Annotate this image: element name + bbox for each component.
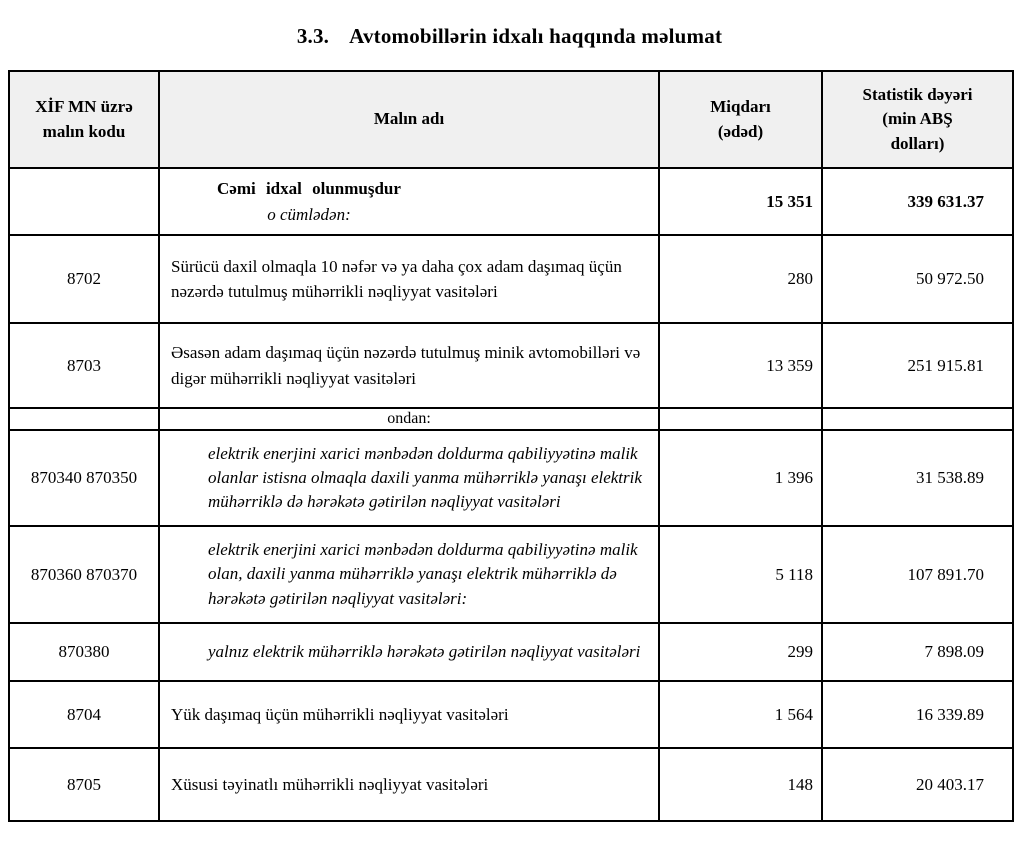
code-cell: [8, 167, 160, 236]
statistic-value-cell: [821, 407, 1014, 431]
code-cell: 870340 870350: [8, 429, 160, 527]
code-cell: 870360 870370: [8, 525, 160, 624]
quantity-cell: 1 396: [658, 429, 823, 527]
table-row: 8704 Yük daşımaq üçün mühərrikli nəqliyya…: [8, 680, 1014, 749]
page-title: 3.3. Avtomobillərin idxalı haqqında məlum…: [0, 24, 1019, 49]
name-line-2: o cümlədən:: [267, 204, 351, 224]
name-cell: ondan:: [158, 407, 660, 431]
table-row: ondan:: [8, 407, 1014, 431]
name-block: Cəmi idxal olunmuşdur o cümlədən:: [217, 176, 401, 227]
name-cell: Xüsusi təyinatlı mühərrikli nəqliyyat va…: [158, 747, 660, 822]
code-cell: 8704: [8, 680, 160, 749]
table-row: 8702 Sürücü daxil olmaqla 10 nəfər və ya …: [8, 234, 1014, 324]
section-number: 3.3.: [296, 24, 330, 48]
table-row: 870380 yalnız elektrik mühərriklə hərəkət…: [8, 622, 1014, 682]
header-value: Statistik dəyəri (min ABŞ dolları): [821, 70, 1014, 169]
code-cell: [8, 407, 160, 431]
code-cell: 8702: [8, 234, 160, 324]
quantity-cell: 148: [658, 747, 823, 822]
statistic-value-cell: 31 538.89: [821, 429, 1014, 527]
quantity-cell: 280: [658, 234, 823, 324]
header-row: XİF MN üzrə malın kodu Malın adı Miqdarı…: [8, 70, 1014, 169]
table-row: 8705 Xüsusi təyinatlı mühərrikli nəqliyya…: [8, 747, 1014, 822]
header-name: Malın adı: [158, 70, 660, 169]
table-row: 870340 870350 elektrik enerjini xarici mə…: [8, 429, 1014, 527]
table-row: 870360 870370 elektrik enerjini xarici mə…: [8, 525, 1014, 624]
name-cell: yalnız elektrik mühərriklə hərəkətə gəti…: [158, 622, 660, 682]
quantity-cell: 5 118: [658, 525, 823, 624]
code-cell: 870380: [8, 622, 160, 682]
code-cell: 8705: [8, 747, 160, 822]
name-cell: elektrik enerjini xarici mənbədən doldur…: [158, 429, 660, 527]
table-row: 8703 Əsasən adam daşımaq üçün nəzərdə tut…: [8, 322, 1014, 409]
statistic-value-cell: 50 972.50: [821, 234, 1014, 324]
name-line-1: Cəmi idxal olunmuşdur: [217, 179, 401, 198]
quantity-cell: 1 564: [658, 680, 823, 749]
name-cell: Cəmi idxal olunmuşdur o cümlədən:: [158, 167, 660, 236]
statistic-value-cell: 339 631.37: [821, 167, 1014, 236]
table-row: Cəmi idxal olunmuşdur o cümlədən: 15 351 33…: [8, 167, 1014, 236]
code-cell: 8703: [8, 322, 160, 409]
section-title-text: Avtomobillərin idxalı haqqında məlumat: [349, 24, 723, 48]
statistic-value-cell: 7 898.09: [821, 622, 1014, 682]
statistic-value-cell: 251 915.81: [821, 322, 1014, 409]
table-header: XİF MN üzrə malın kodu Malın adı Miqdarı…: [8, 70, 1014, 169]
statistic-value-cell: 16 339.89: [821, 680, 1014, 749]
header-qty: Miqdarı (ədəd): [658, 70, 823, 169]
quantity-cell: 15 351: [658, 167, 823, 236]
quantity-cell: 13 359: [658, 322, 823, 409]
name-cell: Yük daşımaq üçün mühərrikli nəqliyyat va…: [158, 680, 660, 749]
imports-table: XİF MN üzrə malın kodu Malın adı Miqdarı…: [8, 70, 1014, 822]
quantity-cell: 299: [658, 622, 823, 682]
header-code: XİF MN üzrə malın kodu: [8, 70, 160, 169]
statistic-value-cell: 107 891.70: [821, 525, 1014, 624]
statistic-value-cell: 20 403.17: [821, 747, 1014, 822]
table-body: Cəmi idxal olunmuşdur o cümlədən: 15 351 33…: [8, 167, 1014, 822]
name-cell: elektrik enerjini xarici mənbədən doldur…: [158, 525, 660, 624]
quantity-cell: [658, 407, 823, 431]
name-cell: Əsasən adam daşımaq üçün nəzərdə tutulmu…: [158, 322, 660, 409]
name-cell: Sürücü daxil olmaqla 10 nəfər və ya daha…: [158, 234, 660, 324]
